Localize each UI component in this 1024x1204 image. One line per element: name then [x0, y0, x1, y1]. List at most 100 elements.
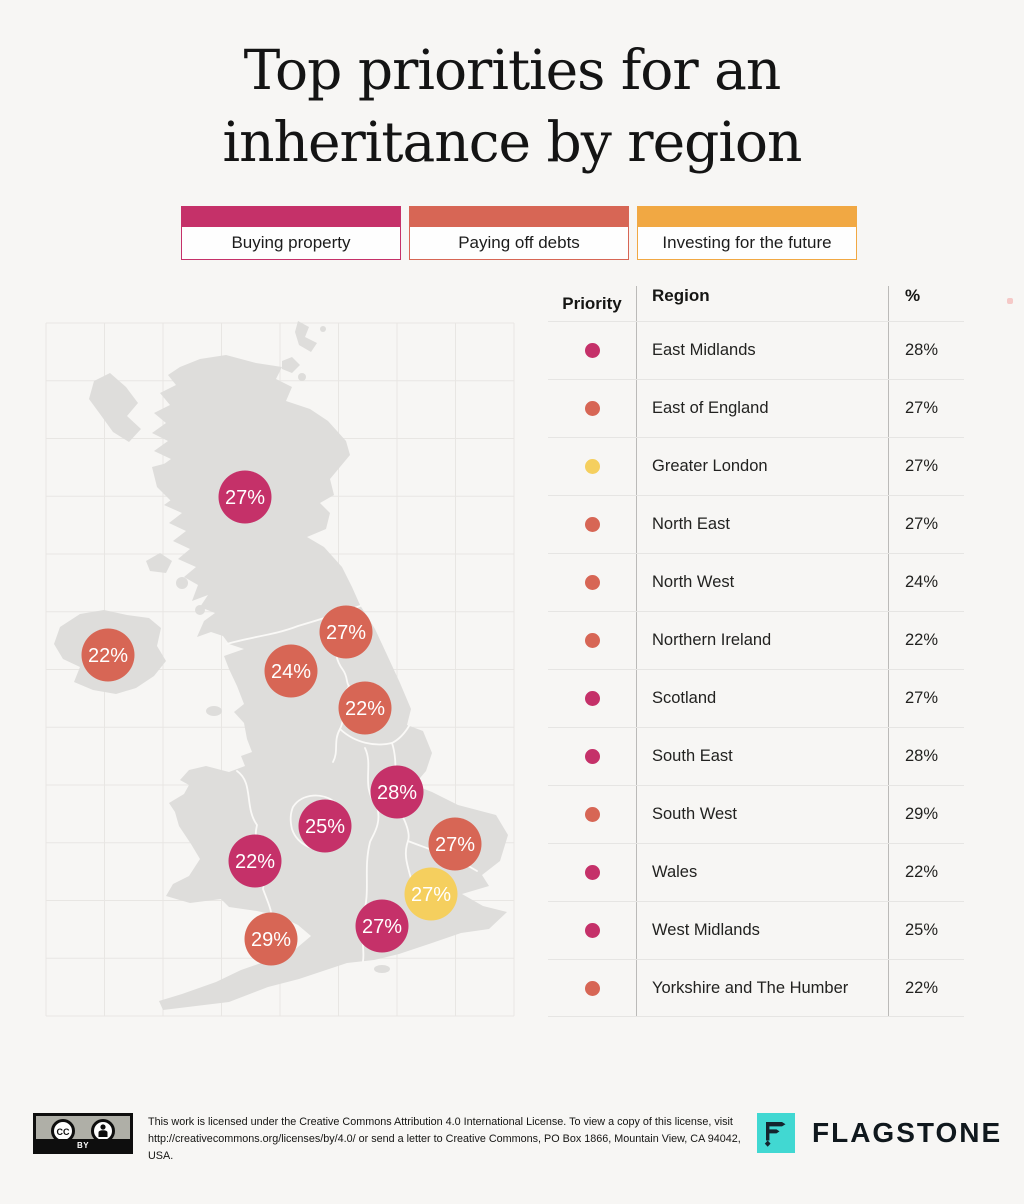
- percent-cell: 27%: [905, 515, 939, 533]
- bubble-value: 24%: [271, 661, 311, 683]
- cc-by-strip: BY: [36, 1139, 130, 1151]
- table-rows: East Midlands 28% East of England 27% Greate…: [548, 321, 964, 1016]
- brand: FLAGSTONE: [757, 1113, 1002, 1153]
- priority-table: Priority Region % East Midlands 28% East o…: [548, 286, 964, 1017]
- cc-by-badge: CC BY: [33, 1113, 133, 1154]
- priority-dot: [584, 691, 600, 706]
- table-header: Priority Region %: [548, 286, 964, 321]
- map-bubble-west-midlands: 25%: [298, 799, 352, 853]
- table-row-east-midlands: East Midlands 28%: [548, 321, 964, 379]
- table-divider-1: [636, 286, 637, 1016]
- region-cell: Wales: [652, 863, 698, 881]
- priority-dot: [584, 865, 600, 880]
- map-bubble-greater-london: 27%: [404, 867, 458, 921]
- map-bubble-south-west: 29%: [244, 912, 298, 966]
- legend-label: Buying property: [181, 227, 401, 260]
- legend-swatch: [409, 206, 629, 227]
- priority-dot: [584, 343, 600, 358]
- bubble-value: 22%: [235, 851, 275, 873]
- bubble-value: 27%: [326, 622, 366, 644]
- priority-dot: [584, 633, 600, 648]
- header-priority: Priority: [562, 293, 622, 313]
- priority-dot: [584, 517, 600, 532]
- bubble-value: 25%: [305, 816, 345, 838]
- table-row-south-east: South East 28%: [548, 727, 964, 785]
- map-bubble-scotland: 27%: [218, 470, 272, 524]
- percent-cell: 22%: [905, 979, 939, 997]
- bubble-value: 27%: [225, 487, 265, 509]
- map-bubbles: 27% 22% 27% 24% 22% 28% 25% 22% 27% 27% 27% 29%: [81, 470, 482, 966]
- table-row-greater-london: Greater London 27%: [548, 437, 964, 495]
- region-cell: West Midlands: [652, 921, 760, 939]
- uk-map-svg: 27% 22% 27% 24% 22% 28% 25% 22% 27% 27% 27% 29%: [45, 321, 515, 1017]
- region-cell: Yorkshire and The Humber: [652, 979, 849, 997]
- region-cell: East Midlands: [652, 341, 756, 359]
- header-percent: %: [905, 286, 921, 305]
- table-divider-2: [888, 286, 889, 1016]
- license-line2: http://creativecommons.org/licenses/by/4…: [148, 1133, 741, 1162]
- page-title-line1: Top priorities for an: [243, 38, 782, 102]
- table-row-wales: Wales 22%: [548, 843, 964, 901]
- map-bubble-north-east: 27%: [319, 605, 373, 659]
- percent-cell: 25%: [905, 921, 939, 939]
- bubble-value: 22%: [345, 698, 385, 720]
- legend: Buying property Paying off debts Investing…: [181, 206, 857, 260]
- legend-item-investing-for-the-future: Investing for the future: [637, 206, 857, 260]
- cc-by-label: BY: [76, 1140, 90, 1150]
- map-bubble-north-west: 24%: [264, 644, 318, 698]
- flagstone-logo-icon: [757, 1113, 795, 1153]
- uk-map: 27% 22% 27% 24% 22% 28% 25% 22% 27% 27% 27% 29%: [30, 315, 525, 1020]
- page-title-line2: inheritance by region: [222, 110, 803, 174]
- table-row-west-midlands: West Midlands 25%: [548, 901, 964, 959]
- region-cell: South West: [652, 805, 737, 823]
- legend-label: Paying off debts: [409, 227, 629, 260]
- map-bubble-east-midlands: 28%: [370, 765, 424, 819]
- legend-item-buying-property: Buying property: [181, 206, 401, 260]
- map-bubble-east-of-england: 27%: [428, 817, 482, 871]
- bubble-value: 22%: [88, 645, 128, 667]
- map-bubble-northern-ireland: 22%: [81, 628, 135, 682]
- legend-swatch: [181, 206, 401, 227]
- stray-mark: [1007, 298, 1013, 304]
- priority-dot: [584, 981, 600, 996]
- priority-dot: [584, 459, 600, 474]
- table-row-northern-ireland: Northern Ireland 22%: [548, 611, 964, 669]
- percent-cell: 28%: [905, 747, 939, 765]
- legend-swatch: [637, 206, 857, 227]
- region-cell: East of England: [652, 399, 769, 417]
- region-cell: South East: [652, 747, 733, 765]
- percent-cell: 27%: [905, 399, 939, 417]
- bubble-value: 27%: [435, 834, 475, 856]
- page-title: Top priorities for an inheritance by reg…: [0, 34, 1024, 178]
- legend-item-paying-off-debts: Paying off debts: [409, 206, 629, 260]
- percent-cell: 28%: [905, 341, 939, 359]
- bubble-value: 29%: [251, 929, 291, 951]
- percent-cell: 27%: [905, 457, 939, 475]
- percent-cell: 29%: [905, 805, 939, 823]
- percent-cell: 22%: [905, 863, 939, 881]
- priority-dot: [584, 401, 600, 416]
- region-cell: Greater London: [652, 457, 768, 475]
- map-bubble-wales: 22%: [228, 834, 282, 888]
- table-row-north-west: North West 24%: [548, 553, 964, 611]
- bubble-value: 28%: [377, 782, 417, 804]
- priority-dot: [584, 749, 600, 764]
- license-text: This work is licensed under the Creative…: [148, 1114, 748, 1165]
- license-line1: This work is licensed under the Creative…: [148, 1116, 733, 1128]
- region-cell: Scotland: [652, 689, 717, 707]
- region-cell: North East: [652, 515, 730, 533]
- map-bubble-yorkshire-and-the-humber: 22%: [338, 681, 392, 735]
- priority-dot: [584, 807, 600, 822]
- table-row-east-of-england: East of England 27%: [548, 379, 964, 437]
- region-cell: North West: [652, 573, 735, 591]
- map-bubble-south-east: 27%: [355, 899, 409, 953]
- priority-dot: [584, 575, 600, 590]
- percent-cell: 24%: [905, 573, 939, 591]
- table-row-scotland: Scotland 27%: [548, 669, 964, 727]
- legend-label: Investing for the future: [637, 227, 857, 260]
- svg-text:CC: CC: [57, 1127, 70, 1137]
- bubble-value: 27%: [362, 916, 402, 938]
- priority-dot: [584, 923, 600, 938]
- table-row-yorkshire-and-the-humber: Yorkshire and The Humber 22%: [548, 959, 964, 1017]
